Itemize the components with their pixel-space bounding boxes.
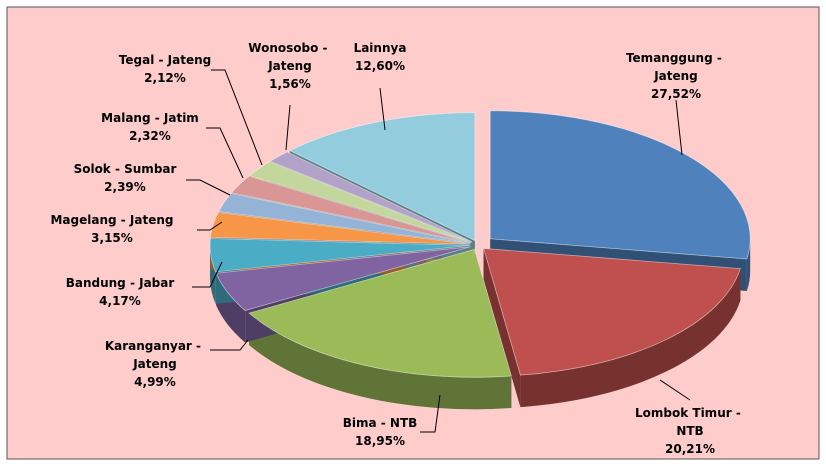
slice-value-label: 27,52% [651,87,701,101]
slice-value-label: 3,15% [91,231,133,245]
slice [209,238,471,273]
slice-side [746,238,751,291]
slice-side [249,313,512,410]
leader-line [675,99,683,156]
slice-value-label: 2,32% [129,129,171,143]
slice-label: Lainnya [354,41,407,55]
slice-label: Solok - Sumbar [74,162,177,176]
leader-line [285,104,291,151]
slice-edge [483,248,521,408]
leader-line [420,394,441,433]
slice [217,192,471,244]
slice-label: Temanggung - Jateng [626,51,726,83]
slice [489,110,751,260]
slice-label: Malang - Jatim [101,111,199,125]
slice-value-label: 4,99% [134,375,176,389]
slice-label: Karanganyar - Jateng [105,339,205,371]
slice [269,151,473,243]
slice-value-label: 18,95% [355,434,405,448]
leader-line [210,339,249,351]
slice-value-label: 20,21% [665,442,715,456]
leader-line [197,221,223,231]
slice-value-label: 1,56% [269,77,311,91]
slice [248,161,472,243]
slice-value-label: 2,12% [144,71,186,85]
slice-side [520,268,741,408]
leader-line [186,179,231,196]
slice-label: Lombok Timur - NTB [635,406,745,438]
slice [483,247,741,376]
slice [288,112,476,242]
leader-line [206,127,244,179]
slice-label: Wonosobo - Jateng [248,41,331,73]
leader-line [659,379,691,401]
slice-label: Bandung - Jabar [66,276,175,290]
leader-line [379,87,386,131]
slice-value-label: 2,39% [104,180,146,194]
leader-line [211,69,263,166]
slice-value-label: 4,17% [99,294,141,308]
slices [209,110,751,410]
slice-label: Bima - NTB [343,416,418,430]
slice [248,248,512,378]
slice-label: Tegal - Jateng [119,53,211,67]
slice [210,211,471,245]
leader-line [192,261,223,288]
slice-label: Magelang - Jateng [50,213,173,227]
slice [230,175,472,244]
slice-value-label: 12,60% [355,59,405,73]
